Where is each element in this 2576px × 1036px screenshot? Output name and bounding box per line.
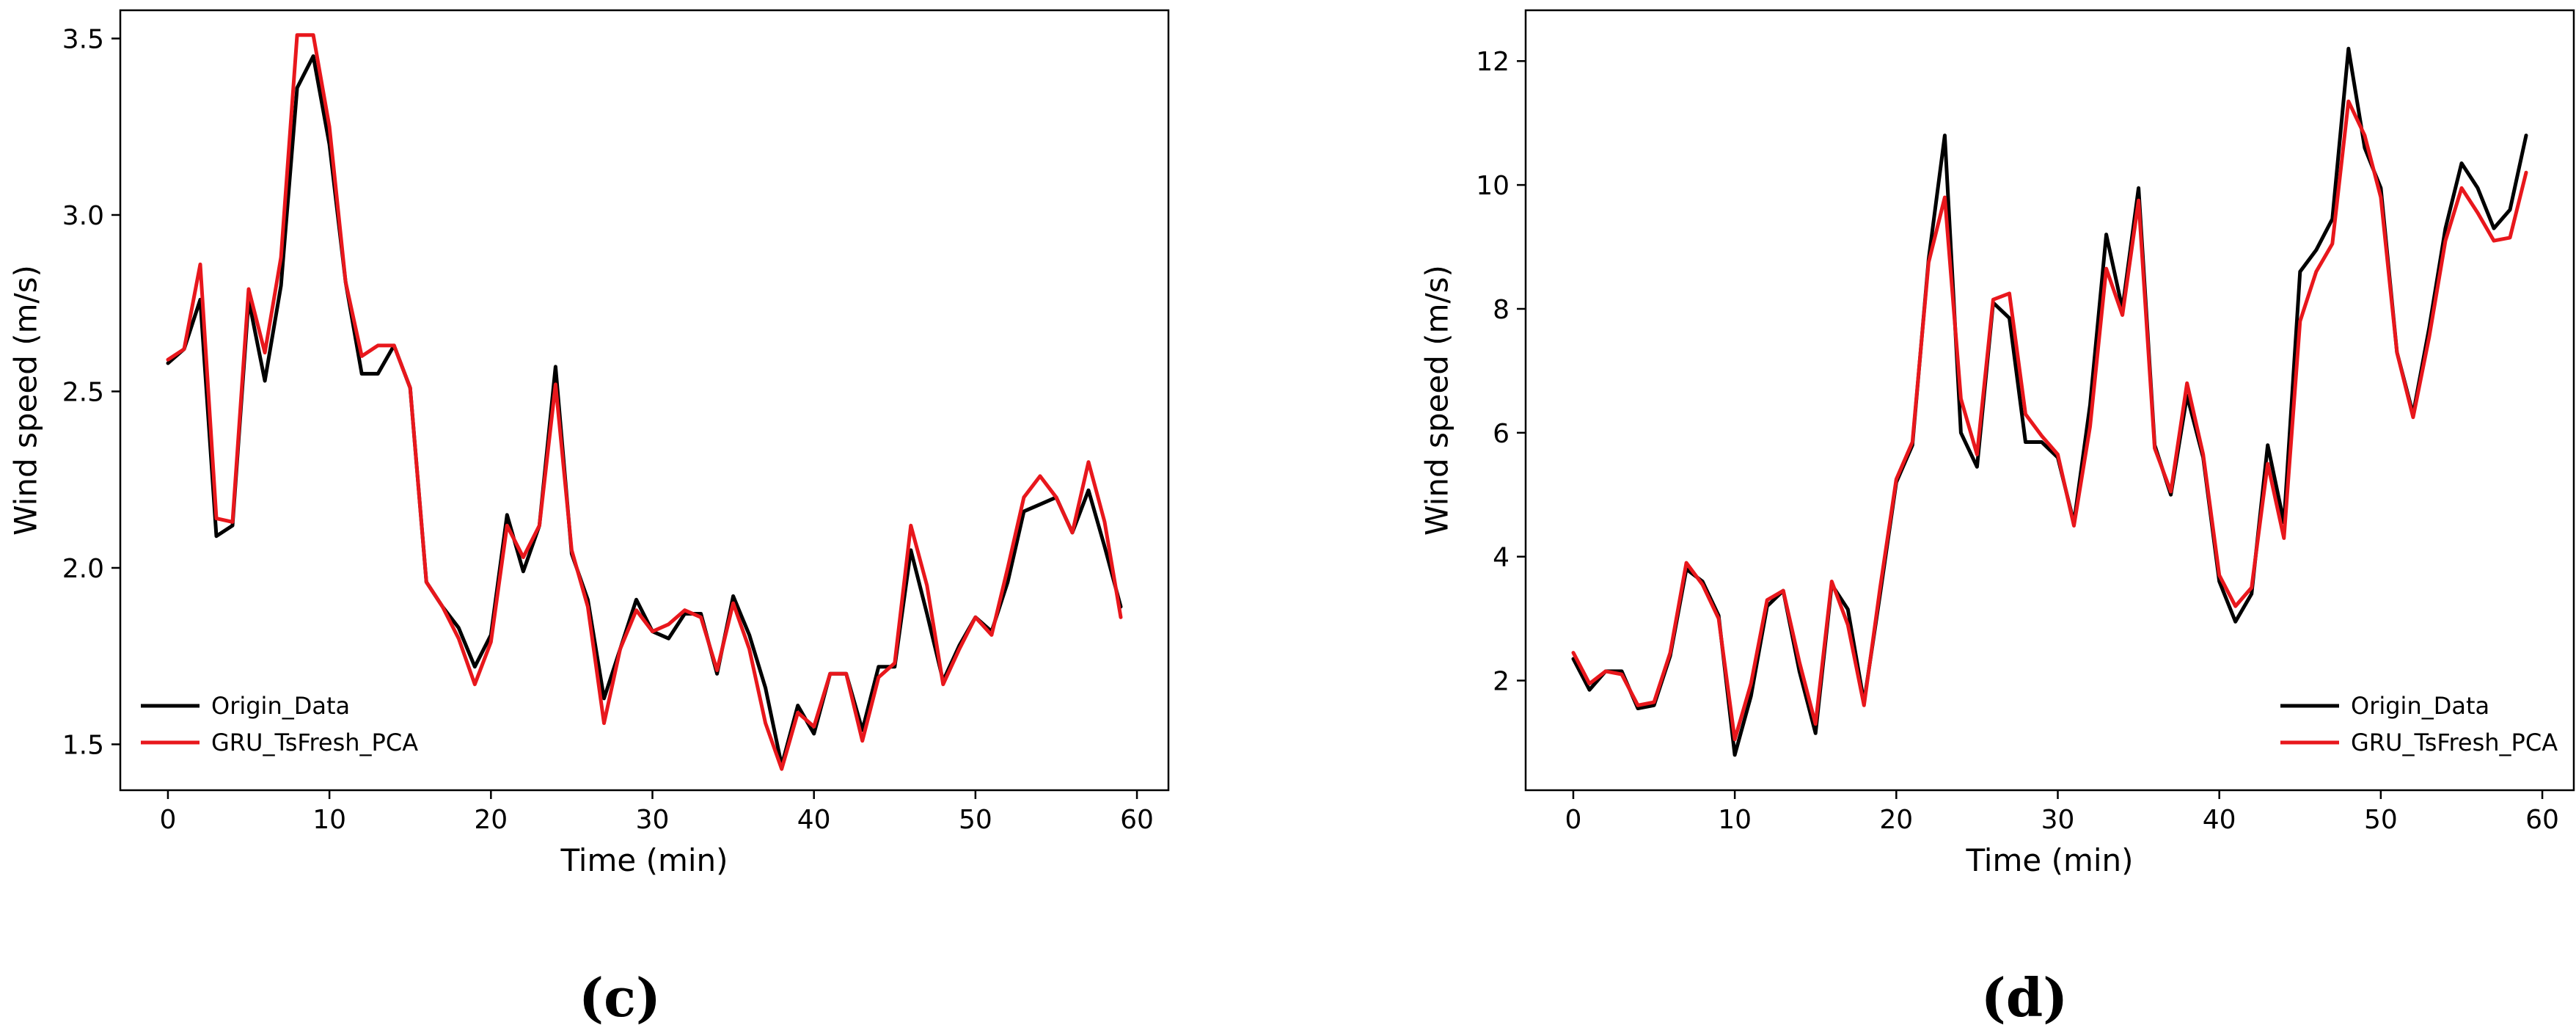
y-tick-label: 10	[1476, 171, 1510, 201]
x-axis-label: Time (min)	[560, 842, 728, 878]
x-tick-label: 30	[636, 805, 670, 835]
y-tick-label: 3.5	[62, 24, 104, 54]
y-tick-label: 12	[1476, 47, 1510, 77]
x-tick-label: 50	[2364, 805, 2398, 835]
y-tick-label: 2.0	[62, 554, 104, 584]
plot-frame	[119, 9, 1170, 792]
x-tick-label: 20	[474, 805, 508, 835]
y-tick-label: 6	[1493, 419, 1510, 449]
y-tick-label: 2.5	[62, 377, 104, 407]
x-tick-label: 0	[1565, 805, 1582, 835]
legend-label: GRU_TsFresh_PCA	[2351, 729, 2558, 756]
x-tick-label: 30	[2041, 805, 2075, 835]
chart-panel-d: 0 10 20 30 40 50 60 2 4 6 8 10 12 Time (min) Wind spee…	[1419, 9, 2575, 878]
x-tick-label: 10	[1718, 805, 1752, 835]
series-line-gru-tsfresh-pca	[1571, 99, 2528, 742]
y-tick-label: 3.0	[62, 201, 104, 231]
y-tick-label: 1.5	[62, 730, 104, 760]
legend: Origin_Data GRU_TsFresh_PCA	[2280, 692, 2558, 756]
x-tick-label: 60	[1120, 805, 1154, 835]
y-tick-label: 4	[1493, 543, 1510, 573]
x-tick-label: 0	[160, 805, 177, 835]
legend: Origin_Data GRU_TsFresh_PCA	[141, 692, 418, 756]
x-tick-label: 40	[2203, 805, 2236, 835]
x-axis-label: Time (min)	[1965, 842, 2133, 878]
x-tick-label: 20	[1879, 805, 1913, 835]
series-line-origin-data	[1571, 46, 2528, 757]
y-tick-label: 2	[1493, 667, 1510, 697]
legend-label: Origin_Data	[2351, 692, 2489, 720]
y-axis-label: Wind speed (m/s)	[1419, 265, 1455, 536]
plot-frame	[1524, 9, 2575, 792]
x-tick-label: 10	[312, 805, 346, 835]
y-tick-label: 8	[1493, 295, 1510, 325]
panel-label: (d)	[1981, 966, 2068, 1029]
chart-panel-c: 0 10 20 30 40 50 60 1.5 2.0 2.5 3.0 3.5 Time (min) Wi…	[8, 9, 1170, 878]
x-tick-label: 60	[2525, 805, 2559, 835]
panel-label: (c)	[579, 966, 661, 1029]
series-line-origin-data	[166, 54, 1123, 767]
legend-label: Origin_Data	[211, 692, 350, 720]
legend-label: GRU_TsFresh_PCA	[211, 729, 418, 756]
x-tick-label: 40	[797, 805, 831, 835]
x-tick-label: 50	[959, 805, 992, 835]
y-axis-label: Wind speed (m/s)	[8, 265, 44, 536]
series-line-gru-tsfresh-pca	[166, 33, 1123, 771]
